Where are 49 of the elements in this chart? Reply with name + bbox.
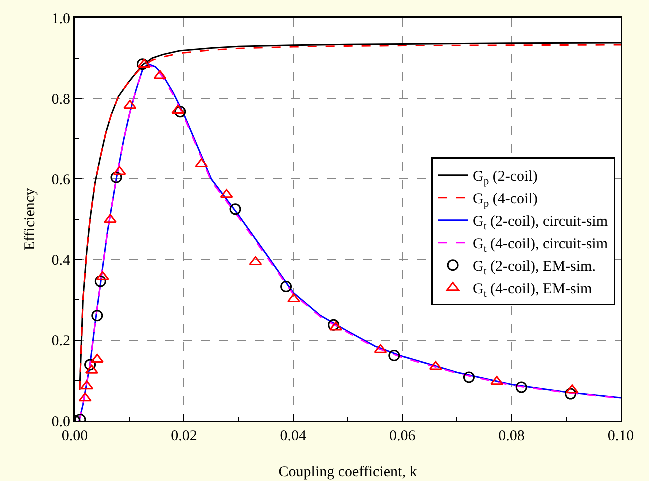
point xyxy=(172,104,185,114)
point xyxy=(154,70,167,80)
point xyxy=(96,271,110,280)
point xyxy=(92,310,104,322)
x-axis-title: Coupling coefficient, k xyxy=(278,464,418,480)
point xyxy=(110,172,122,184)
point xyxy=(565,388,577,400)
point xyxy=(124,100,137,110)
legend-label: G$_{t}$ (4-coil), EM-sim xyxy=(473,282,593,300)
legend-label: G$_{t}$ (2-coil), EM-sim. xyxy=(473,259,596,278)
x-tick-label: 0.10 xyxy=(608,428,634,444)
point xyxy=(230,204,242,216)
point xyxy=(287,294,300,303)
y-tick-label: 0.6 xyxy=(52,172,71,188)
legend-label: G$_{p}$ (2-coil) xyxy=(473,169,538,188)
point xyxy=(90,354,104,363)
point xyxy=(249,256,262,266)
point xyxy=(136,58,148,70)
legend-label: G$_{t}$ (4-coil), circuit-sim xyxy=(473,236,608,255)
x-tick-label: 0.04 xyxy=(280,428,308,444)
point xyxy=(490,376,504,386)
point xyxy=(374,344,388,354)
point xyxy=(78,392,92,402)
point xyxy=(429,361,442,370)
point xyxy=(174,106,186,118)
legend-label: G$_{p}$ (4-coil) xyxy=(473,192,538,210)
point xyxy=(94,276,106,288)
point xyxy=(388,350,400,362)
x-tick-label: 0.06 xyxy=(389,428,416,444)
y-tick-label: 0.4 xyxy=(52,253,71,270)
point xyxy=(220,189,234,198)
y-tick-label: 0.0 xyxy=(52,414,70,430)
point xyxy=(463,372,475,384)
point xyxy=(328,319,340,331)
y-tick-label: 0.2 xyxy=(52,334,70,350)
x-tick-label: 0.02 xyxy=(171,428,198,444)
y-tick-label: 1.0 xyxy=(52,11,70,28)
point xyxy=(84,359,96,371)
point xyxy=(195,158,208,168)
point xyxy=(113,166,126,176)
point xyxy=(516,382,528,394)
x-tick-label: 0.08 xyxy=(498,428,525,444)
legend-label: G$_{t}$ (2-coil), circuit-sim xyxy=(473,214,608,232)
y-tick-label: 0.8 xyxy=(52,92,70,108)
point xyxy=(280,281,292,293)
y-axis-title: Efficiency xyxy=(22,188,38,251)
point xyxy=(566,384,579,394)
x-tick-label: 0.00 xyxy=(62,428,88,444)
point xyxy=(85,364,98,374)
